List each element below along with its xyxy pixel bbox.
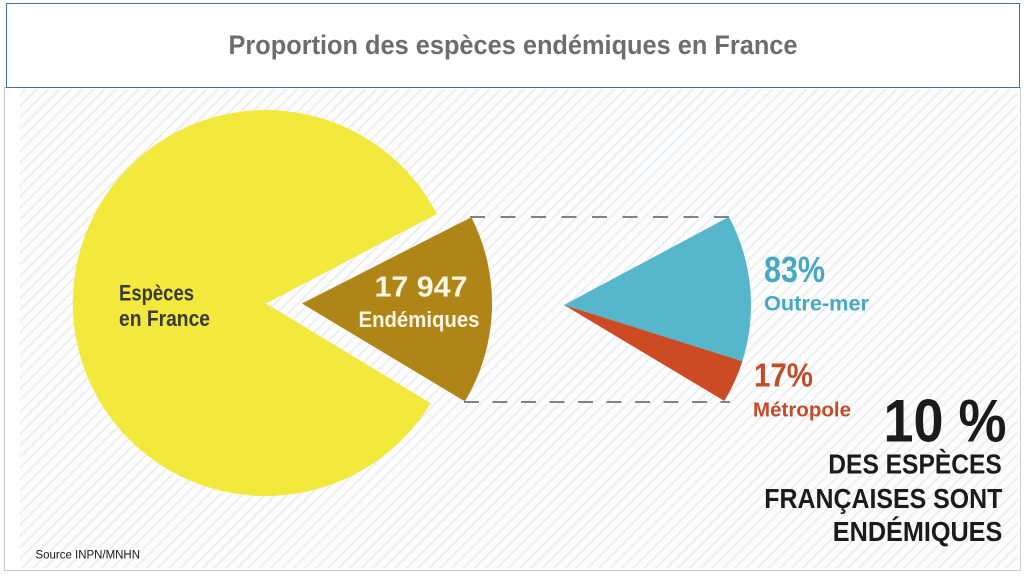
svg-text:Source INPN/MNHN: Source INPN/MNHN xyxy=(36,548,141,562)
svg-text:10 %: 10 % xyxy=(884,388,1007,455)
svg-text:FRANÇAISES SONT: FRANÇAISES SONT xyxy=(764,483,1002,514)
svg-text:Endémiques: Endémiques xyxy=(359,307,480,332)
svg-text:Outre-mer: Outre-mer xyxy=(764,293,869,316)
svg-text:17%: 17% xyxy=(754,357,813,394)
svg-text:Espèces: Espèces xyxy=(119,281,194,306)
svg-text:17 947: 17 947 xyxy=(375,272,468,304)
svg-text:Métropole: Métropole xyxy=(753,399,851,422)
svg-text:Proportion des espèces endémiq: Proportion des espèces endémiques en Fra… xyxy=(229,30,798,60)
svg-text:83%: 83% xyxy=(764,249,825,290)
svg-text:DES ESPÈCES: DES ESPÈCES xyxy=(828,449,1002,480)
svg-text:ENDÉMIQUES: ENDÉMIQUES xyxy=(833,516,1003,547)
svg-text:en France: en France xyxy=(119,306,210,331)
